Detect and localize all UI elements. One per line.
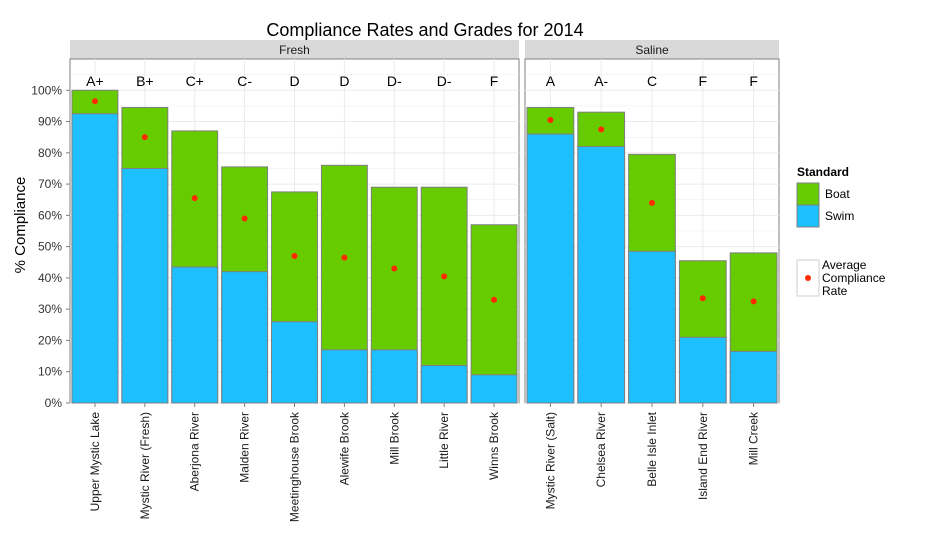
y-tick-label: 70% <box>38 177 62 191</box>
x-tick-label: Aberjona River <box>188 412 202 491</box>
grade-label: D <box>339 73 349 89</box>
y-tick-label: 20% <box>38 333 62 347</box>
x-tick-label: Malden River <box>238 412 252 483</box>
grade-label: F <box>699 73 708 89</box>
x-tick-label: Upper Mystic Lake <box>88 412 102 512</box>
x-tick-label: Meetinghouse Brook <box>288 411 302 522</box>
average-point <box>441 273 448 280</box>
panel-strip-label: Saline <box>635 43 669 57</box>
grade-label: C <box>647 73 657 89</box>
bar-swim <box>320 349 368 404</box>
y-tick-label: 40% <box>38 271 62 285</box>
bar-swim <box>121 167 169 404</box>
legend-average-point <box>805 275 811 281</box>
plot-area: 0% 10% 20% 30% 40% 50% 60% 70% 80% 90% 100% Fresh A+… <box>31 40 780 522</box>
average-point <box>750 298 757 305</box>
bar-swim <box>420 364 468 404</box>
bar-swim <box>71 113 119 404</box>
average-point <box>191 195 198 202</box>
bar-swim <box>370 349 418 404</box>
x-tick-label: Island End River <box>696 412 710 500</box>
panel-saline: Saline A Mystic River (Salt) A- Chelsea Rive… <box>524 40 780 509</box>
y-axis-label: % Compliance <box>12 177 29 274</box>
x-tick-label: Mill Creek <box>747 411 761 465</box>
grade-label: D- <box>437 73 452 89</box>
bar-swim <box>221 271 269 404</box>
legend-title: Standard <box>797 165 849 179</box>
grade-label: B+ <box>136 73 154 89</box>
grade-label: C+ <box>186 73 204 89</box>
legend-label-average: Average Compliance Rate <box>822 258 886 298</box>
average-point <box>598 126 605 133</box>
panel-strip <box>525 40 779 59</box>
grade-label: D- <box>387 73 402 89</box>
bar-swim <box>678 336 727 404</box>
average-point <box>341 254 348 261</box>
panel-strip <box>70 40 519 59</box>
bar-swim <box>271 321 318 404</box>
y-tick-label: 10% <box>38 365 62 379</box>
y-tick-label: 80% <box>38 146 62 160</box>
panel-strip-label: Fresh <box>279 43 310 57</box>
legend-label-swim: Swim <box>825 209 854 223</box>
grade-label: C- <box>237 73 252 89</box>
average-point <box>141 134 148 141</box>
x-tick-label: Chelsea River <box>594 412 608 487</box>
legend-label-boat: Boat <box>825 187 850 201</box>
legend-swatch-boat <box>796 182 820 206</box>
grade-label: F <box>490 73 499 89</box>
legend-swatch-swim <box>796 204 820 228</box>
grade-label: A- <box>594 73 608 89</box>
y-tick-label: 90% <box>38 115 62 129</box>
bar-swim <box>526 133 575 404</box>
x-tick-label: Winns Brook <box>487 411 501 480</box>
y-tick-label: 60% <box>38 208 62 222</box>
bar-swim <box>577 146 626 404</box>
x-tick-label: Mystic River (Salt) <box>543 412 557 509</box>
average-point <box>291 253 298 260</box>
x-tick-label: Belle Isle Inlet <box>645 411 659 486</box>
x-tick-label: Mystic River (Fresh) <box>138 412 152 519</box>
legend: Standard Boat Swim Average Compliance Rate <box>796 165 886 298</box>
x-tick-label: Alewife Brook <box>337 411 351 485</box>
bar-swim <box>628 250 676 404</box>
bar-swim <box>171 266 219 404</box>
grade-label: A <box>546 73 556 89</box>
average-point <box>649 199 655 206</box>
average-point <box>699 295 706 302</box>
y-tick-label: 100% <box>31 83 62 97</box>
y-tick-label: 0% <box>45 396 63 410</box>
chart-title: Compliance Rates and Grades for 2014 <box>266 20 583 40</box>
y-tick-label: 50% <box>38 240 62 254</box>
x-tick-label: Little River <box>437 412 451 469</box>
grade-label: A+ <box>86 73 104 89</box>
bar-swim <box>729 350 778 404</box>
grade-label: F <box>749 73 758 89</box>
average-point <box>91 98 98 105</box>
average-point <box>241 215 248 222</box>
bar-swim <box>470 374 518 404</box>
average-point <box>491 296 498 303</box>
panel-fresh: Fresh A+ Upper Mystic Lake B+ Mystic River (… <box>69 40 520 522</box>
x-tick-label: Mill Brook <box>387 411 401 465</box>
average-point <box>547 116 554 123</box>
y-tick-label: 30% <box>38 302 62 316</box>
grade-label: D <box>289 73 299 89</box>
average-point <box>391 265 398 272</box>
